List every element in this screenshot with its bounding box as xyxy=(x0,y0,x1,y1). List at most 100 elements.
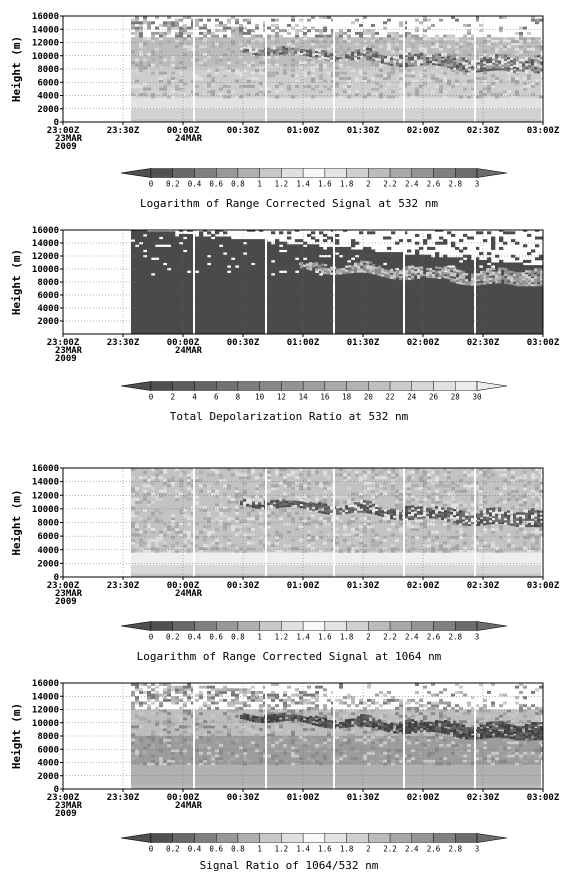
profile-gap xyxy=(193,16,195,122)
colorbar-tick-label: 2.8 xyxy=(448,845,462,854)
colorbar-tick-label: 6 xyxy=(214,393,219,402)
colorbar-segment xyxy=(368,381,391,391)
panel-caption: Logarithm of Range Corrected Signal at 5… xyxy=(140,197,438,210)
colorbar-segment xyxy=(433,168,456,178)
y-tick-label: 12000 xyxy=(32,491,59,501)
x-tick-label: 23:30Z xyxy=(107,793,140,803)
colorbar: 0 0.2 0.4 0.6 0.8 1 1.2 1.4 1.6 1.8 2 2.2 2.4 2.6 2.8 3 xyxy=(120,833,508,854)
colorbar-tick-label: 1.2 xyxy=(275,845,289,854)
y-tick-label: 10000 xyxy=(32,505,59,515)
colorbar-segment xyxy=(215,168,239,178)
panel-3: 0 2000 4000 6000 8000 10000 12000 14000 16000 Hei… xyxy=(10,464,560,607)
panel-caption: Total Depolarization Ratio at 532 nm xyxy=(170,410,409,423)
colorbar-tick-label: 1.8 xyxy=(340,633,354,642)
x-date-label: 23MAR xyxy=(55,589,83,599)
colorbar-tick-label: 2.4 xyxy=(405,845,419,854)
colorbar-tick-label: 0 xyxy=(149,845,154,854)
y-tick-label: 16000 xyxy=(32,464,59,474)
colorbar-segment xyxy=(215,621,239,631)
colorbar-tick-label: 18 xyxy=(342,393,352,402)
x-tick-label: 03:00Z xyxy=(527,793,560,803)
colorbar-tick-label: 3 xyxy=(475,633,480,642)
colorbar-segment xyxy=(215,381,239,391)
colorbar-tick-label: 2.4 xyxy=(405,633,419,642)
x-tick-label: 02:00Z xyxy=(407,338,440,348)
colorbar-low-arrow xyxy=(120,381,152,391)
grid xyxy=(63,230,543,334)
x-tick-label: 00:00Z xyxy=(167,793,200,803)
y-tick-label: 6000 xyxy=(37,291,59,301)
colorbar-segment xyxy=(433,381,456,391)
grid xyxy=(63,468,543,577)
y-tick-label: 2000 xyxy=(37,772,59,782)
colorbar-low-arrow xyxy=(120,833,152,843)
y-tick-label: 14000 xyxy=(32,239,59,249)
colorbar-tick-label: 0.2 xyxy=(166,180,180,189)
x-tick-label: 00:30Z xyxy=(227,793,260,803)
profile-gap xyxy=(265,230,267,334)
colorbar-segment xyxy=(389,833,413,843)
colorbar-tick-label: 2.8 xyxy=(448,180,462,189)
colorbar-tick-label: 0 xyxy=(149,393,154,402)
colorbar-tick-label: 1.6 xyxy=(318,633,332,642)
colorbar-segment xyxy=(324,168,347,178)
y-tick-label: 4000 xyxy=(37,759,59,769)
panel-1: 0 2000 4000 6000 8000 10000 12000 14000 16000 Hei… xyxy=(10,12,560,152)
x-tick-label: 02:30Z xyxy=(467,126,500,136)
y-tick-label: 14000 xyxy=(32,25,59,35)
colorbar: 0 0.2 0.4 0.6 0.8 1 1.2 1.4 1.6 1.8 2 2.2 2.4 2.6 2.8 3 xyxy=(120,621,508,642)
colorbar-tick-label: 2.2 xyxy=(383,845,397,854)
x-date-label: 24MAR xyxy=(175,134,203,144)
colorbar-segment xyxy=(172,833,195,843)
colorbar-tick-label: 1.4 xyxy=(296,180,310,189)
colorbar-tick-label: 1 xyxy=(257,845,262,854)
colorbar-segment xyxy=(411,168,434,178)
colorbar-tick-label: 1.4 xyxy=(296,845,310,854)
colorbar-segment xyxy=(150,833,173,843)
colorbar-segment xyxy=(302,833,326,843)
colorbar-tick-label: 1 xyxy=(257,633,262,642)
colorbar-tick-label: 3 xyxy=(475,180,480,189)
colorbar-tick-label: 20 xyxy=(364,393,374,402)
x-tick-label: 23:30Z xyxy=(107,338,140,348)
colorbar-tick-label: 12 xyxy=(277,393,286,402)
x-tick-label: 23:30Z xyxy=(107,581,140,591)
x-tick-label: 01:30Z xyxy=(347,793,380,803)
colorbar-segment xyxy=(172,168,195,178)
x-tick-label: 00:30Z xyxy=(227,338,260,348)
colorbar-segment xyxy=(194,621,217,631)
colorbar-tick-label: 0.8 xyxy=(231,180,245,189)
colorbar-tick-label: 1.8 xyxy=(340,180,354,189)
colorbar-tick-label: 2 xyxy=(366,180,371,189)
colorbar-tick-label: 2.2 xyxy=(383,633,397,642)
x-date-label: 23MAR xyxy=(55,346,83,356)
colorbar-segment xyxy=(194,381,217,391)
colorbar-segment xyxy=(411,381,434,391)
colorbar-segment xyxy=(411,621,434,631)
colorbar-tick-label: 0.4 xyxy=(188,633,202,642)
x-tick-label: 23:00Z xyxy=(47,126,80,136)
y-tick-label: 8000 xyxy=(37,732,59,742)
x-tick-label: 02:00Z xyxy=(407,126,440,136)
y-tick-label: 10000 xyxy=(32,265,59,275)
grid xyxy=(63,16,543,122)
profile-gap xyxy=(403,683,405,789)
colorbar-segment xyxy=(172,381,195,391)
colorbar-segment xyxy=(302,168,326,178)
colorbar-segment xyxy=(259,621,282,631)
colorbar-tick-label: 2.8 xyxy=(448,633,462,642)
colorbar-tick-label: 2 xyxy=(366,845,371,854)
x-date-label: 2009 xyxy=(55,597,77,607)
colorbar-segment xyxy=(150,621,173,631)
colorbar-segment xyxy=(389,381,413,391)
colorbar-segment xyxy=(455,168,478,178)
x-tick-label: 01:00Z xyxy=(287,793,320,803)
colorbar: 0 0.2 0.4 0.6 0.8 1 1.2 1.4 1.6 1.8 2 2.2 2.4 2.6 2.8 3 xyxy=(120,168,508,189)
colorbar-tick-label: 10 xyxy=(255,393,265,402)
colorbar-tick-label: 0.8 xyxy=(231,845,245,854)
colorbar-tick-label: 26 xyxy=(429,393,439,402)
colorbar-tick-label: 28 xyxy=(451,393,461,402)
x-tick-label: 02:30Z xyxy=(467,793,500,803)
y-tick-label: 12000 xyxy=(32,706,59,716)
colorbar-segment xyxy=(455,621,478,631)
